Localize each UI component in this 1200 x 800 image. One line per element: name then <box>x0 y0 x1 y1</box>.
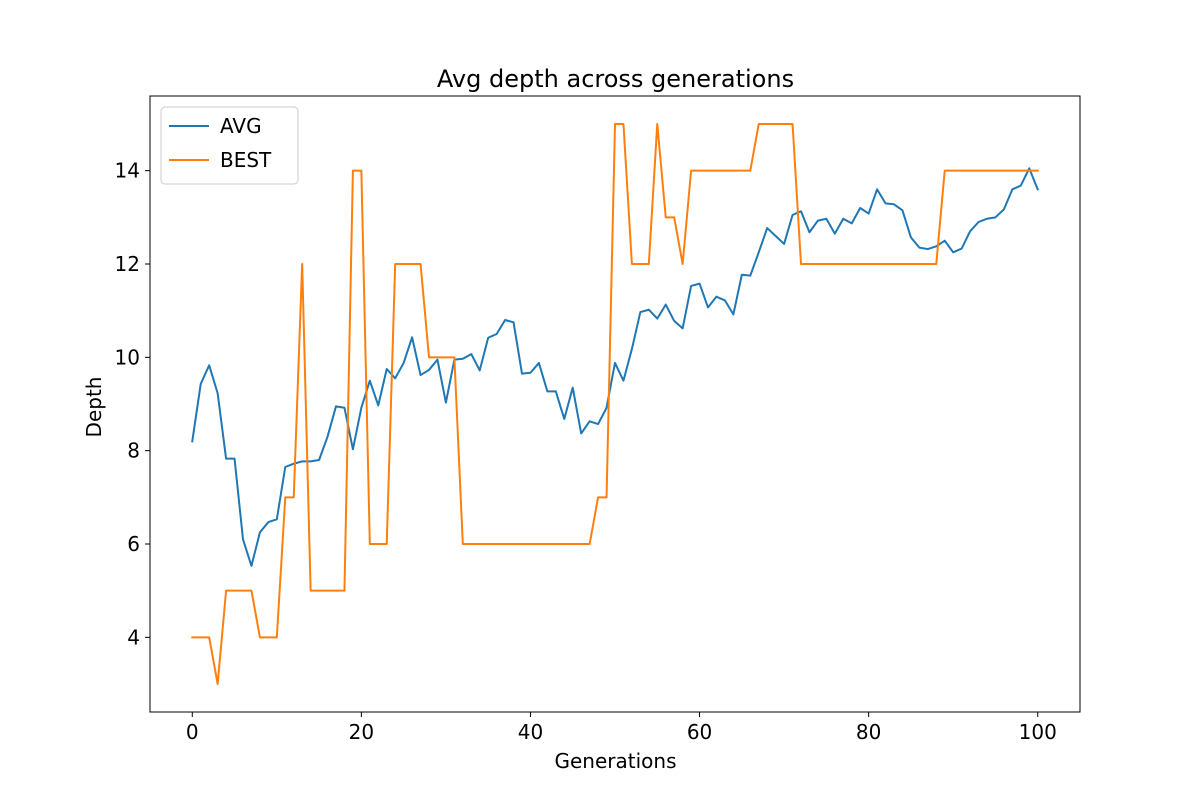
y-tick-label: 14 <box>115 159 140 183</box>
legend-label-best: BEST <box>220 148 272 172</box>
chart-title: Avg depth across generations <box>437 65 794 93</box>
x-tick-label: 80 <box>856 720 881 744</box>
y-tick-label: 8 <box>127 439 140 463</box>
series-line-best <box>191 123 1039 685</box>
x-tick-label: 40 <box>518 720 543 744</box>
x-axis-label: Generations <box>555 749 677 773</box>
plot-area <box>191 123 1040 685</box>
legend: AVG BEST <box>160 106 299 185</box>
x-tick-label: 60 <box>687 720 712 744</box>
y-tick-label: 12 <box>115 252 140 276</box>
x-tick-label: 0 <box>186 720 199 744</box>
axes-frame <box>149 95 1081 713</box>
legend-label-avg: AVG <box>220 114 262 138</box>
y-tick-label: 10 <box>115 345 140 369</box>
y-tick-label: 4 <box>127 625 140 649</box>
series-line-avg <box>191 167 1040 567</box>
y-tick-label: 6 <box>127 532 140 556</box>
x-tick-label: 20 <box>349 720 374 744</box>
y-axis-label: Depth <box>82 377 106 438</box>
axes: 0 20 40 60 80 100 4 6 8 10 12 14 <box>115 95 1081 744</box>
x-tick-label: 100 <box>1019 720 1057 744</box>
